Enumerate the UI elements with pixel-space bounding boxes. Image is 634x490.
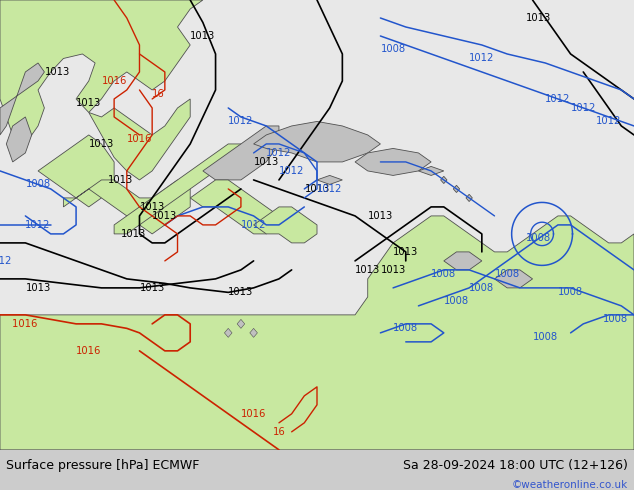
Text: 1013: 1013 [304,184,330,194]
Text: 1013: 1013 [254,157,279,167]
Text: 16: 16 [152,90,165,99]
Polygon shape [250,328,257,337]
Text: 1013: 1013 [368,211,393,221]
Polygon shape [466,195,472,201]
Text: 1013: 1013 [355,265,380,275]
Text: 1013: 1013 [89,139,114,149]
Text: 1012: 1012 [0,256,13,266]
Text: 1008: 1008 [558,287,583,297]
Text: 1016: 1016 [101,76,127,86]
Polygon shape [6,117,32,162]
Text: 1012: 1012 [469,53,495,64]
Text: 1008: 1008 [526,233,552,244]
Polygon shape [203,126,279,180]
Text: 1013: 1013 [108,175,133,185]
Text: 1008: 1008 [444,296,469,306]
Text: 1013: 1013 [139,202,165,212]
Text: 1013: 1013 [526,13,552,23]
Text: 1012: 1012 [25,220,51,230]
Polygon shape [495,270,533,288]
Text: 1008: 1008 [380,45,406,54]
Polygon shape [224,328,232,337]
Text: 1016: 1016 [11,319,39,329]
Polygon shape [444,252,482,270]
Text: 1013: 1013 [152,211,178,221]
Text: Sa 28-09-2024 18:00 UTC (12+126): Sa 28-09-2024 18:00 UTC (12+126) [403,460,628,472]
Polygon shape [453,185,460,193]
Polygon shape [355,148,431,175]
Text: 1016: 1016 [127,134,152,145]
Polygon shape [114,144,241,234]
Text: 1013: 1013 [190,31,216,41]
Text: 1008: 1008 [431,270,456,279]
Polygon shape [441,176,447,184]
Text: 1008: 1008 [469,283,495,293]
Text: 1008: 1008 [602,315,628,324]
Text: 1008: 1008 [25,179,51,190]
Polygon shape [0,216,634,450]
Text: 1013: 1013 [393,247,418,257]
Text: 1008: 1008 [533,332,558,343]
Text: 1012: 1012 [596,117,621,126]
Text: 1008: 1008 [495,270,520,279]
Polygon shape [89,99,190,180]
Text: 16: 16 [273,427,285,437]
Polygon shape [190,180,279,234]
Text: 1016: 1016 [241,409,266,419]
Text: Surface pressure [hPa] ECMWF: Surface pressure [hPa] ECMWF [6,460,200,472]
Text: 1012: 1012 [279,166,304,176]
Text: 1013: 1013 [120,229,146,239]
Polygon shape [0,63,44,135]
Polygon shape [237,319,245,328]
Polygon shape [254,207,317,243]
Text: 1012: 1012 [317,184,342,194]
Polygon shape [254,122,380,162]
Text: 1013: 1013 [228,287,254,297]
Text: ©weatheronline.co.uk: ©weatheronline.co.uk [512,480,628,490]
Polygon shape [63,180,190,234]
Polygon shape [317,175,342,184]
Text: 1016: 1016 [76,346,101,356]
Text: 1012: 1012 [228,117,254,126]
Text: 1012: 1012 [266,148,292,158]
Text: 1008: 1008 [393,323,418,333]
Polygon shape [418,167,444,175]
Text: 1013: 1013 [380,265,406,275]
Polygon shape [38,135,114,207]
Text: 1013: 1013 [44,67,70,77]
Polygon shape [0,0,203,144]
Text: 1012: 1012 [571,103,596,113]
Text: 1013: 1013 [25,283,51,293]
Text: 1012: 1012 [241,220,266,230]
Text: 1013: 1013 [76,98,101,108]
Text: 1013: 1013 [139,283,165,293]
Text: 1012: 1012 [545,94,571,104]
